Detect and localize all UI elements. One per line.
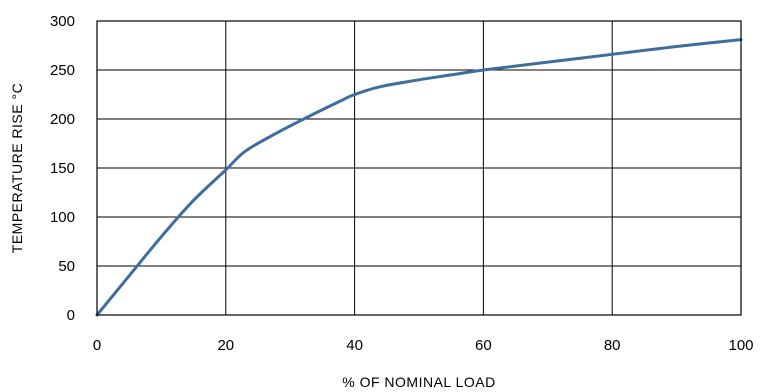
grid-layer xyxy=(97,21,741,315)
y-axis-title: TEMPERATURE RISE °C xyxy=(9,83,25,253)
y-tick-label-0: 0 xyxy=(67,307,75,324)
y-tick-labels: 0 50 100 150 200 250 300 xyxy=(50,13,75,324)
x-tick-label-40: 40 xyxy=(346,337,363,354)
x-tick-label-0: 0 xyxy=(93,337,101,354)
y-tick-label-250: 250 xyxy=(50,62,75,79)
x-tick-label-60: 60 xyxy=(475,337,492,354)
x-tick-labels: 0 20 40 60 80 100 xyxy=(93,337,754,354)
x-tick-label-80: 80 xyxy=(604,337,621,354)
y-tick-label-50: 50 xyxy=(58,258,75,275)
x-tick-label-100: 100 xyxy=(728,337,753,354)
series-line-0 xyxy=(95,38,743,317)
x-tick-label-20: 20 xyxy=(217,337,234,354)
y-tick-label-100: 100 xyxy=(50,209,75,226)
y-tick-label-200: 200 xyxy=(50,111,75,128)
y-tick-label-300: 300 xyxy=(50,13,75,30)
plot-frame xyxy=(96,20,742,316)
y-tick-label-150: 150 xyxy=(50,160,75,177)
x-axis-title: % OF NOMINAL LOAD xyxy=(342,374,495,390)
series-layer xyxy=(95,38,743,317)
